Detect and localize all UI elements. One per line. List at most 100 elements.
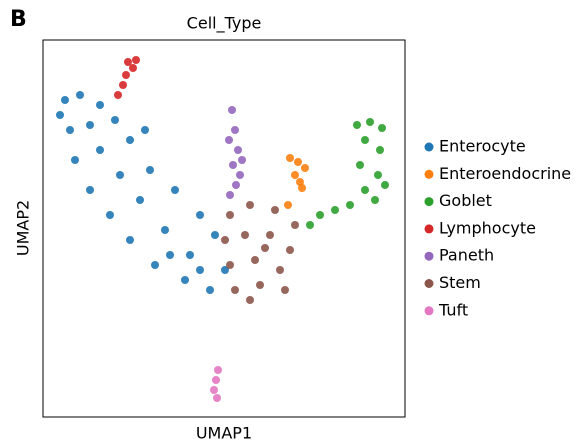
legend-label: Enterocyte	[439, 137, 526, 156]
point	[96, 146, 104, 154]
point	[214, 366, 222, 374]
point	[96, 101, 104, 109]
point	[366, 118, 374, 126]
x-axis-label: UMAP1	[196, 424, 252, 443]
y-axis-label: UMAP2	[14, 200, 33, 256]
point	[210, 386, 218, 394]
point	[141, 126, 149, 134]
point	[66, 126, 74, 134]
point	[71, 156, 79, 164]
point	[86, 186, 94, 194]
point	[236, 171, 244, 179]
point	[231, 286, 239, 294]
legend-label: Lymphocyte	[439, 218, 536, 237]
point	[241, 231, 249, 239]
legend-label: Stem	[439, 273, 481, 292]
point	[213, 394, 221, 402]
point	[228, 106, 236, 114]
point	[298, 184, 306, 192]
legend-marker	[424, 224, 434, 234]
point	[226, 191, 234, 199]
point	[136, 196, 144, 204]
point	[361, 186, 369, 194]
point	[146, 166, 154, 174]
panel-label: B	[10, 7, 27, 32]
point	[111, 116, 119, 124]
legend-marker	[424, 279, 434, 288]
point	[221, 266, 229, 274]
point	[286, 154, 294, 162]
point	[246, 201, 254, 209]
point	[151, 261, 159, 269]
point	[231, 126, 239, 134]
point	[86, 121, 94, 129]
point	[161, 226, 169, 234]
point	[276, 266, 284, 274]
point	[376, 146, 384, 154]
point	[196, 266, 204, 274]
legend-label: Tuft	[438, 300, 468, 319]
point	[124, 58, 132, 66]
point	[116, 171, 124, 179]
point	[374, 171, 382, 179]
point	[226, 261, 234, 269]
point	[281, 286, 289, 294]
point	[294, 158, 302, 166]
point	[291, 221, 299, 229]
point	[196, 211, 204, 219]
point	[266, 231, 274, 239]
point	[225, 136, 233, 144]
point	[232, 181, 240, 189]
point	[126, 236, 134, 244]
legend-marker	[424, 251, 434, 261]
point	[284, 201, 292, 209]
point	[331, 206, 339, 214]
legend-marker	[424, 197, 434, 207]
point	[286, 246, 294, 254]
point	[186, 251, 194, 259]
point	[306, 221, 314, 229]
point	[316, 211, 324, 219]
point	[229, 161, 237, 169]
point	[261, 244, 269, 252]
point	[61, 96, 69, 104]
point	[346, 201, 354, 209]
point	[378, 124, 386, 132]
point	[171, 186, 179, 194]
point	[221, 236, 229, 244]
point	[122, 71, 130, 79]
point	[132, 56, 140, 64]
point	[76, 91, 84, 99]
point	[181, 276, 189, 284]
point	[361, 136, 369, 144]
point	[371, 196, 379, 204]
point	[251, 256, 259, 264]
legend-marker	[424, 306, 434, 316]
point	[211, 231, 219, 239]
legend-marker	[424, 169, 434, 179]
point	[381, 181, 389, 189]
point	[106, 211, 114, 219]
point	[353, 121, 361, 129]
point	[356, 161, 364, 169]
point	[126, 136, 134, 144]
point	[238, 156, 246, 164]
chart-title: Cell_Type	[187, 14, 262, 34]
point	[212, 376, 220, 384]
point	[256, 281, 264, 289]
point	[226, 211, 234, 219]
point	[114, 91, 122, 99]
point	[291, 171, 299, 179]
point	[301, 164, 309, 172]
legend-marker	[424, 142, 434, 152]
point	[206, 286, 214, 294]
point	[246, 296, 254, 304]
point	[119, 81, 127, 89]
legend-label: Goblet	[439, 191, 492, 210]
point	[129, 64, 137, 72]
plot-frame	[42, 39, 406, 418]
point	[271, 206, 279, 214]
point	[234, 146, 242, 154]
legend-label: Enteroendocrine	[439, 164, 571, 183]
